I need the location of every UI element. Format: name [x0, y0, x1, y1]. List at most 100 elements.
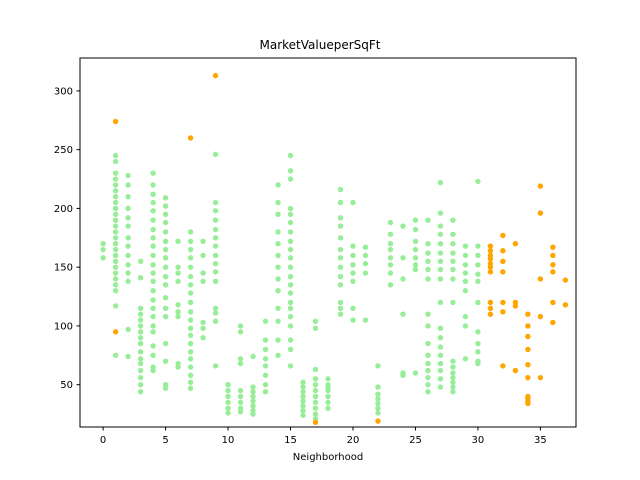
x-tick-label-2: 10	[222, 435, 235, 446]
data-point-s0-98	[162, 385, 169, 391]
data-point-s0-162	[237, 399, 244, 406]
data-point-s0-287	[400, 372, 406, 378]
data-point-s0-260	[350, 305, 356, 312]
data-point-s0-15	[112, 229, 119, 235]
data-point-s0-11	[112, 205, 119, 212]
data-point-s0-55	[137, 374, 144, 381]
data-point-s0-361	[475, 340, 481, 347]
data-point-s0-91	[162, 282, 169, 288]
data-point-s0-234	[325, 376, 331, 382]
data-point-s0-69	[150, 270, 156, 276]
data-point-s0-216	[300, 384, 306, 390]
data-point-s0-228	[312, 387, 319, 394]
data-point-s0-161	[237, 393, 244, 400]
data-point-s0-230	[312, 399, 319, 406]
data-point-s0-288	[412, 217, 419, 223]
y-axis: 50 100 150 200 250 300	[54, 86, 80, 391]
data-point-s0-194	[287, 152, 294, 159]
data-point-s0-201	[287, 238, 294, 245]
data-point-s0-133	[200, 325, 206, 331]
data-point-s0-135	[212, 151, 219, 158]
data-point-s0-130	[200, 270, 206, 276]
data-point-s0-123	[187, 356, 194, 362]
data-point-s0-351	[462, 323, 469, 329]
data-point-s0-170	[250, 403, 256, 409]
data-point-s0-279	[387, 262, 394, 268]
x-tick-label-4: 20	[347, 435, 360, 446]
data-point-s0-93	[162, 305, 169, 312]
data-point-s0-125	[187, 372, 194, 378]
x-tick-label-5: 25	[409, 435, 422, 446]
data-point-s0-333	[450, 258, 456, 264]
data-point-s0-348	[462, 278, 469, 284]
data-point-s0-339	[450, 370, 456, 376]
data-point-s0-341	[450, 379, 456, 386]
data-point-s0-30	[125, 193, 131, 200]
data-point-s0-195	[287, 168, 294, 174]
data-point-s0-319	[437, 276, 444, 282]
data-point-s0-141	[212, 243, 219, 249]
data-point-s0-168	[250, 393, 256, 400]
data-point-s0-25	[112, 287, 119, 294]
data-point-s0-347	[462, 270, 469, 276]
data-point-s0-354	[475, 243, 481, 249]
data-point-s0-335	[450, 276, 456, 282]
data-point-s0-54	[137, 367, 144, 374]
data-point-s0-27	[112, 352, 119, 359]
data-point-s0-183	[275, 211, 281, 217]
data-point-s0-57	[137, 389, 144, 395]
data-point-s0-211	[287, 323, 294, 329]
data-point-s0-203	[287, 255, 294, 261]
data-point-s0-152	[225, 393, 231, 400]
data-point-s0-62	[150, 208, 156, 214]
data-point-s1-3	[212, 72, 219, 79]
data-point-s0-248	[337, 264, 344, 270]
data-point-s0-302	[425, 311, 431, 317]
data-point-s0-75	[150, 323, 156, 329]
data-point-s0-226	[312, 376, 319, 382]
data-point-s0-56	[137, 381, 144, 388]
data-point-s0-192	[275, 337, 281, 343]
data-point-s0-146	[212, 305, 219, 312]
data-point-s0-259	[350, 278, 356, 284]
data-point-s0-144	[212, 269, 219, 275]
data-point-s0-45	[137, 311, 144, 317]
data-point-s0-77	[150, 343, 156, 349]
data-point-s0-266	[362, 317, 369, 323]
data-point-s1-39	[537, 276, 544, 282]
data-point-s0-257	[350, 262, 356, 268]
data-point-s1-6	[487, 243, 494, 249]
data-point-s0-114	[187, 282, 194, 288]
y-tick-label-0: 50	[60, 380, 73, 391]
data-point-s0-317	[437, 258, 444, 264]
data-point-s0-26	[112, 303, 119, 309]
data-point-s1-49	[562, 302, 569, 308]
data-point-s0-207	[287, 290, 294, 296]
data-point-s0-52	[137, 356, 144, 362]
data-point-s0-13	[112, 217, 119, 223]
data-point-s1-37	[537, 183, 544, 189]
data-point-s0-242	[337, 199, 344, 206]
data-point-s0-292	[412, 255, 419, 261]
data-point-s1-20	[500, 299, 506, 306]
data-point-s1-29	[525, 333, 531, 340]
data-point-s0-190	[275, 305, 281, 312]
data-point-s0-325	[437, 360, 444, 367]
data-point-s0-210	[287, 313, 294, 320]
data-point-s0-176	[262, 356, 269, 362]
data-point-s0-296	[425, 217, 431, 223]
data-point-s0-68	[150, 262, 156, 268]
data-point-s0-181	[275, 182, 281, 188]
data-point-s0-227	[312, 381, 319, 388]
data-point-s0-139	[212, 226, 219, 233]
data-point-s0-200	[287, 229, 294, 235]
data-point-s0-88	[162, 255, 169, 261]
y-tick-label-5: 300	[54, 86, 73, 97]
data-point-s0-352	[462, 356, 469, 362]
data-point-s1-43	[550, 252, 556, 259]
data-point-s0-177	[262, 363, 269, 369]
data-point-s0-85	[162, 229, 169, 235]
data-point-s0-346	[462, 262, 469, 268]
data-point-s1-44	[550, 262, 556, 268]
